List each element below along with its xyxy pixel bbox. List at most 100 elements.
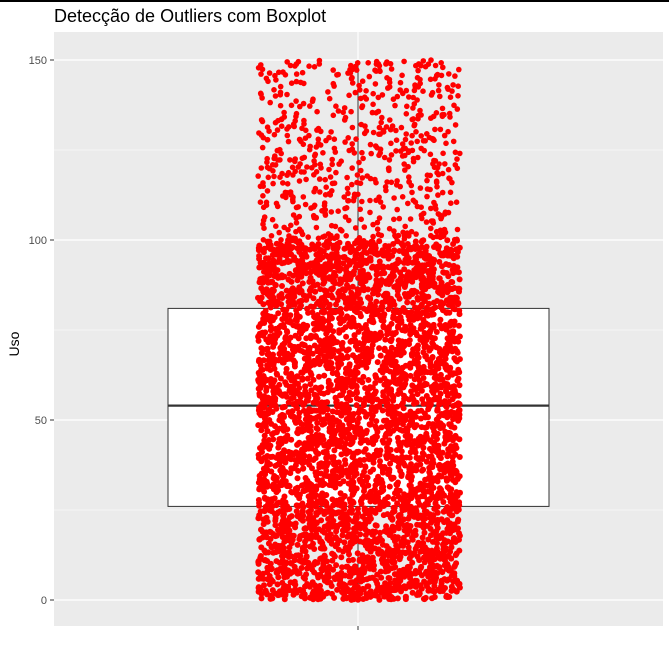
data-point	[263, 590, 270, 597]
data-point	[266, 417, 273, 423]
data-point	[306, 346, 313, 353]
data-point	[313, 511, 320, 518]
data-point	[350, 453, 357, 460]
data-point	[352, 63, 359, 70]
data-point	[404, 103, 410, 110]
data-point	[307, 511, 313, 518]
data-point	[276, 442, 283, 449]
data-point	[443, 592, 450, 599]
data-point	[258, 590, 265, 597]
data-point	[408, 388, 415, 395]
data-point	[420, 482, 427, 488]
data-point	[456, 333, 463, 340]
data-point	[352, 252, 359, 259]
data-point	[408, 182, 415, 189]
data-point	[409, 350, 416, 357]
data-point	[360, 586, 366, 593]
data-point	[273, 477, 280, 484]
data-point	[387, 117, 393, 123]
data-point	[259, 144, 266, 151]
data-point	[409, 382, 416, 389]
data-point	[256, 512, 263, 519]
data-point	[452, 73, 458, 79]
data-point	[388, 66, 395, 72]
data-point	[422, 544, 428, 551]
data-point	[399, 241, 406, 248]
data-point	[422, 414, 429, 421]
data-point	[445, 508, 452, 515]
data-point	[383, 354, 390, 361]
data-point	[450, 241, 457, 247]
data-point	[278, 116, 285, 122]
data-point	[354, 419, 361, 426]
data-point	[312, 288, 319, 295]
data-point	[276, 256, 283, 263]
data-point	[392, 524, 399, 531]
data-point	[379, 92, 386, 98]
data-point	[270, 549, 277, 556]
data-point	[313, 224, 320, 231]
data-point	[420, 335, 427, 342]
data-point	[312, 593, 319, 600]
data-point	[437, 93, 443, 100]
data-point	[430, 484, 437, 491]
data-point	[284, 132, 291, 139]
data-point	[314, 127, 320, 133]
data-point	[292, 118, 299, 124]
data-point	[403, 111, 410, 117]
data-point	[402, 538, 409, 545]
data-point	[261, 268, 267, 275]
data-point	[326, 134, 332, 141]
data-point	[422, 255, 429, 262]
data-point	[352, 225, 359, 231]
data-point	[345, 516, 352, 523]
data-point	[266, 263, 273, 270]
data-point	[421, 344, 428, 351]
data-point	[425, 488, 432, 495]
data-point	[291, 557, 298, 564]
data-point	[325, 304, 332, 311]
data-point	[434, 184, 440, 190]
data-point	[417, 565, 424, 571]
data-point	[422, 500, 429, 507]
data-point	[279, 283, 285, 289]
data-point	[291, 123, 298, 130]
data-point	[325, 265, 332, 272]
data-point	[391, 571, 398, 578]
data-point	[335, 108, 342, 114]
data-point	[391, 508, 398, 515]
data-point	[300, 194, 307, 200]
data-point	[264, 136, 271, 143]
data-point	[320, 325, 327, 332]
data-point	[363, 96, 370, 102]
data-point	[276, 69, 282, 76]
data-point	[333, 409, 340, 416]
data-point	[339, 572, 345, 579]
data-point	[255, 173, 261, 179]
data-point	[389, 515, 396, 522]
data-point	[319, 208, 325, 214]
data-point	[401, 161, 408, 167]
data-point	[432, 126, 438, 133]
data-point	[314, 395, 321, 402]
data-point	[259, 366, 266, 373]
data-point	[324, 443, 331, 450]
data-point	[262, 549, 269, 556]
data-point	[265, 288, 272, 295]
data-point	[270, 257, 277, 264]
data-point	[327, 381, 334, 388]
data-point	[356, 377, 363, 384]
data-point	[440, 466, 447, 473]
data-point	[281, 528, 288, 535]
data-point	[255, 294, 261, 301]
data-point	[445, 450, 452, 457]
data-point	[435, 171, 442, 178]
data-point	[426, 474, 433, 481]
data-point	[292, 359, 298, 366]
data-point	[393, 137, 400, 143]
data-point	[257, 392, 264, 399]
data-point	[454, 518, 461, 525]
data-point	[295, 380, 301, 387]
data-point	[349, 534, 356, 541]
data-point	[288, 222, 294, 229]
